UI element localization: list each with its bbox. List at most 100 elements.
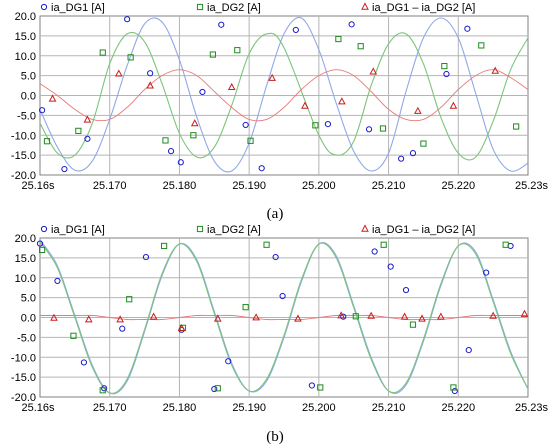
legend-label-ia-dg1-ia-dg2-a: ia_DG1 – ia_DG2 [A] (372, 2, 475, 14)
marker-ia-dg2-a (478, 42, 485, 49)
series-line-ia-dg2-a (39, 31, 529, 161)
marker-ia-dg1-a (54, 277, 61, 285)
y-tick-label: 10.0 (15, 273, 36, 285)
marker-ia-dg1-a (225, 358, 232, 365)
chart-a: 20.0 15.0 10.0 5.0 0.0 -5.0 -10.0 -15.0 -20.0 25… (11, 2, 549, 222)
legend-marker-ia-dg1-ia-dg2-a (361, 224, 369, 232)
marker-ia-dg1-a (38, 107, 46, 114)
y-tick-label: 10.0 (15, 51, 36, 63)
marker-ia-dg2-a (99, 387, 106, 394)
marker-ia-dg2-a (70, 332, 77, 339)
caption-a: (a) (267, 206, 284, 222)
marker-ia-dg1-ia-dg2-a (301, 101, 309, 109)
y-tick-labels: 20.0 15.0 10.0 5.0 0.0 -5.0 -10.0 -15.0 -20.0 (11, 11, 36, 182)
marker-ia-dg2-a (317, 384, 324, 391)
marker-ia-dg1-ia-dg2-a (114, 69, 123, 77)
legend-label-ia-dg2-a: ia_DG2 [A] (207, 2, 261, 14)
marker-ia-dg1-a (402, 286, 410, 294)
marker-ia-dg2-a (38, 246, 46, 254)
marker-ia-dg1-a (199, 88, 206, 96)
marker-ia-dg1-ia-dg2-a (252, 313, 260, 321)
marker-ia-dg2-a (379, 125, 387, 132)
x-tick-labels: 25.16s 25.170 25.180 25.190 25.200 25.210 25.2… (21, 180, 548, 192)
y-tick-label: -20.0 (11, 170, 36, 182)
y-tick-label: -15.0 (11, 372, 36, 384)
marker-ia-dg1-a (348, 21, 355, 28)
marker-ia-dg1-a (218, 21, 225, 28)
legend-label-ia-dg1-ia-dg2-a: ia_DG1 – ia_DG2 [A] (372, 224, 475, 236)
marker-ia-dg1-ia-dg2-a (116, 315, 125, 323)
marker-ia-dg2-a (209, 51, 216, 58)
marker-ia-dg2-a (127, 54, 134, 61)
marker-ia-dg1-ia-dg2-a (491, 66, 500, 74)
y-tick-label: -10.0 (11, 130, 36, 142)
legend-marker-ia-dg1-a (40, 3, 48, 11)
marker-ia-dg1-ia-dg2-a (400, 312, 409, 320)
y-tick-label: 20.0 (15, 11, 36, 23)
marker-ia-dg2-a (352, 313, 359, 320)
marker-ia-dg1-a (142, 253, 150, 261)
marker-ia-dg1-a (272, 253, 279, 261)
y-tick-label: 15.0 (15, 253, 36, 265)
y-tick-label: 20.0 (15, 233, 36, 245)
legend: ia_DG1 [A] ia_DG2 [A] ia_DG1 – ia_DG2 [A] (40, 224, 475, 236)
series-line-ia-dg1-ia-dg2-a (39, 69, 529, 122)
x-tick-label: 25.23s (515, 402, 549, 414)
x-tick-label: 25.190 (232, 180, 266, 192)
marker-ia-dg2-a (126, 296, 133, 303)
marker-ia-dg1-ia-dg2-a (367, 311, 375, 319)
legend: ia_DG1 [A] ia_DG2 [A] ia_DG1 – ia_DG2 [A] (40, 2, 475, 14)
caption-b: (b) (266, 429, 284, 445)
marker-ia-dg1-ia-dg2-a (418, 314, 426, 322)
marker-ia-dg1-a (258, 165, 265, 172)
series-lines (39, 16, 529, 173)
x-tick-label: 25.16s (21, 180, 55, 192)
marker-ia-dg2-a (43, 138, 51, 145)
marker-ia-dg1-a (101, 385, 108, 392)
marker-ia-dg2-a (214, 385, 221, 392)
marker-ia-dg2-a (409, 321, 417, 328)
marker-ia-dg2-a (380, 241, 387, 248)
legend-marker-ia-dg1-ia-dg2-a (361, 2, 369, 10)
y-tick-label: 0.0 (21, 313, 36, 325)
x-tick-label: 25.200 (302, 180, 336, 192)
x-tick-label: 25.210 (372, 402, 406, 414)
marker-ia-dg1-ia-dg2-a (449, 101, 458, 109)
marker-ia-dg1-a (365, 126, 373, 133)
x-tick-label: 25.210 (372, 180, 406, 192)
marker-ia-dg1-a (387, 263, 394, 270)
marker-ia-dg1-ia-dg2-a (48, 94, 57, 102)
y-tick-label: -15.0 (11, 150, 36, 162)
x-tick-label: 25.170 (93, 402, 127, 414)
marker-ia-dg1-a (167, 148, 175, 155)
x-tick-label: 25.200 (302, 402, 336, 414)
marker-ia-dg1-a (340, 313, 347, 320)
marker-ia-dg1-ia-dg2-a (227, 82, 236, 91)
marker-ia-dg1-a (292, 26, 299, 34)
marker-ia-dg2-a (190, 132, 197, 139)
y-tick-label: 15.0 (15, 31, 36, 43)
marker-ia-dg2-a (99, 49, 106, 56)
legend-marker-ia-dg2-a (196, 225, 204, 233)
marker-ia-dg1-a (308, 382, 315, 389)
marker-ia-dg1-ia-dg2-a (337, 311, 346, 319)
marker-ia-dg1-ia-dg2-a (149, 312, 158, 320)
series-line-ia-dg2-a (39, 241, 529, 394)
marker-ia-dg2-a (357, 43, 364, 50)
legend-label-ia-dg1-a: ia_DG1 [A] (51, 224, 105, 236)
marker-ia-dg1-a (36, 240, 44, 247)
marker-ia-dg1-ia-dg2-a (50, 313, 58, 321)
x-tick-label: 25.180 (163, 180, 197, 192)
series-markers (38, 16, 520, 173)
marker-ia-dg2-a (513, 123, 520, 130)
marker-ia-dg1-a (465, 346, 472, 354)
legend-marker-ia-dg1-a (40, 225, 48, 233)
marker-ia-dg1-ia-dg2-a (83, 115, 92, 123)
marker-ia-dg1-ia-dg2-a (369, 67, 378, 75)
x-tick-label: 25.220 (441, 180, 475, 192)
marker-ia-dg2-a (242, 304, 249, 311)
marker-ia-dg1-ia-dg2-a (520, 309, 529, 317)
marker-ia-dg1-a (483, 269, 490, 276)
marker-ia-dg2-a (312, 122, 319, 129)
marker-ia-dg1-ia-dg2-a (146, 81, 154, 89)
